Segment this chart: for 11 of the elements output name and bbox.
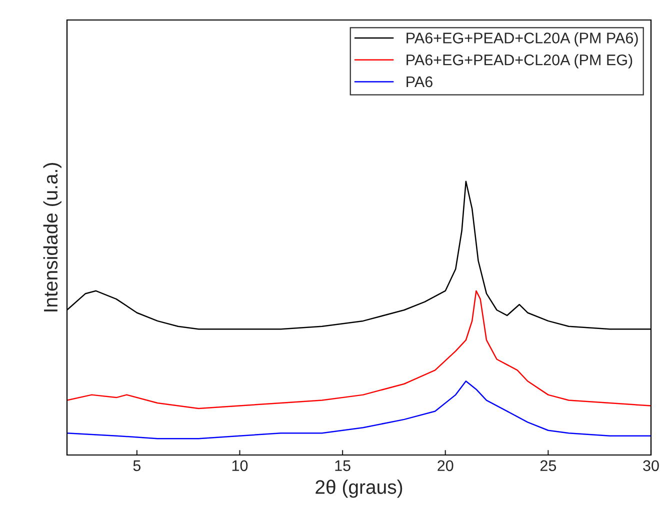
x-tick-label: 20 bbox=[438, 460, 454, 472]
legend-label: PA6 bbox=[406, 76, 432, 88]
x-tick-label: 5 bbox=[133, 460, 141, 472]
legend-label: PA6+EG+PEAD+CL20A (PM EG) bbox=[406, 54, 632, 68]
legend-label: PA6+EG+PEAD+CL20A (PM PA6) bbox=[406, 32, 638, 46]
y-axis-title: Intensidade (u.a.) bbox=[43, 163, 62, 312]
x-tick-label: 15 bbox=[335, 460, 350, 472]
x-tick-label: 25 bbox=[540, 460, 556, 472]
x-tick-label: 30 bbox=[643, 460, 659, 472]
x-tick-label: 10 bbox=[232, 460, 248, 472]
x-axis-title: 2θ (graus) bbox=[316, 480, 402, 498]
